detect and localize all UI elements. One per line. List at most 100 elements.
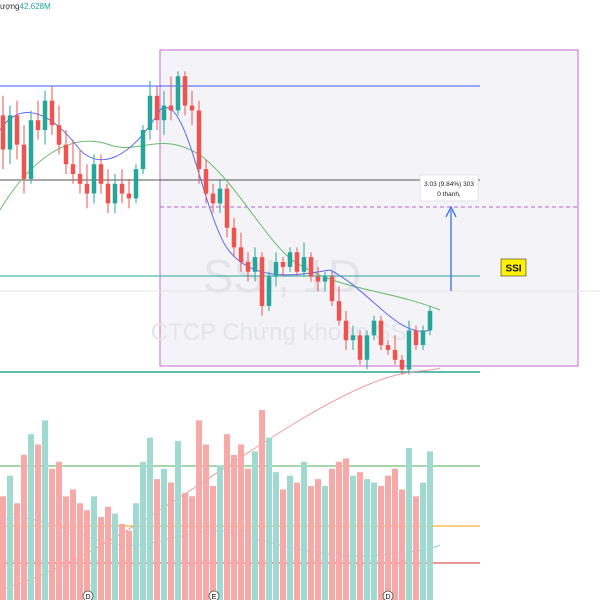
volume-bar [35,444,41,600]
volume-bar [343,458,349,600]
volume-bar [378,486,384,600]
candle-body [420,330,426,346]
volume-bar [308,486,314,600]
candle-body [14,115,20,145]
volume-value: 42.628M [20,2,51,11]
candle-body [140,130,146,170]
symbol-badge[interactable] [500,258,527,277]
volume-bar [406,448,412,600]
volume-bar [21,454,27,600]
volume-bar [28,434,34,600]
volume-bar [91,496,97,600]
candle-body [406,330,412,370]
candle-body [294,252,300,272]
volume-bar [420,482,426,600]
event-marker-1-label: D [85,594,90,600]
volume-bar [427,451,433,600]
arrow-head-icon [445,205,457,218]
candle-body [350,335,356,341]
volume-bar [14,503,20,600]
candle-body [399,359,405,370]
candle-body [161,105,167,121]
candle-body [21,144,27,179]
event-marker-3[interactable]: D [382,590,394,600]
candle-body [231,227,237,248]
candle-body [105,183,111,204]
candle-body [329,276,335,302]
candle-body [70,164,76,174]
volume-bar [7,475,13,600]
event-marker-3-label: D [385,594,390,600]
volume-bar [168,482,174,600]
candle-body [280,262,286,267]
volume-bar [301,461,307,600]
volume-bar [175,441,181,600]
volume-bar [84,510,90,600]
candle-body [182,76,188,106]
volume-bar [392,468,398,600]
measure-label-line2: 0 thanh, [437,191,461,198]
volume-bar [49,468,55,600]
candle-body [210,193,216,204]
candle-body [259,257,265,306]
volume-bar [287,475,293,600]
candle-body [301,257,307,272]
volume-bar [273,472,279,600]
volume-bar [336,461,342,600]
candle-body [273,262,279,277]
candle-body [154,95,160,121]
rectangle-zone[interactable] [159,49,579,367]
volume-bar [70,489,76,600]
candle-body [343,320,349,341]
volume-bar [112,513,118,600]
candle-body [287,252,293,267]
candle-body [28,120,34,179]
event-marker-1[interactable]: D [82,590,94,600]
volume-bar [140,461,146,600]
volume-bar [126,530,132,600]
measure-label-line1: 3.03 (9.84%) 303 [424,181,474,188]
candle-body [238,247,244,262]
volume-bar [245,468,251,600]
volume-bar [56,461,62,600]
volume-bar [315,479,321,600]
candle-body [35,120,41,130]
volume-bar [322,486,328,600]
volume-bar [385,475,391,600]
volume-bar [203,444,209,600]
candle-body [77,174,83,184]
volume-header: ượng42.628M [0,2,51,11]
volume-bar [98,517,104,600]
event-marker-2[interactable]: E [208,590,220,600]
volume-bar [42,420,48,600]
candle-body [147,95,153,130]
volume-bar [231,454,237,600]
volume-bar [0,496,6,600]
volume-label: ượng [0,2,20,11]
candle-body [133,169,139,199]
symbol-badge-label: SSI [505,264,521,275]
candle-body [203,169,209,194]
candle-body [413,330,419,346]
volume-bar [182,492,188,600]
candle-body [0,115,6,150]
volume-bar [154,479,160,600]
candle-body [56,125,62,145]
volume-bar [119,524,125,600]
volume-bar [357,472,363,600]
volume-bar [238,444,244,600]
volume-bar [329,468,335,600]
candle-body [98,164,104,184]
watermark-company: CTCP Chứng khoán SSI [151,319,413,346]
volume-bars [0,410,433,600]
volume-bar [196,420,202,600]
candle-body [119,183,125,194]
volume-bar [259,410,265,600]
candle-body [168,105,174,111]
candle-body [91,164,97,194]
candle-body [392,350,398,360]
candle-body [175,76,181,111]
volume-bar [371,482,377,600]
candle-body [245,262,251,272]
